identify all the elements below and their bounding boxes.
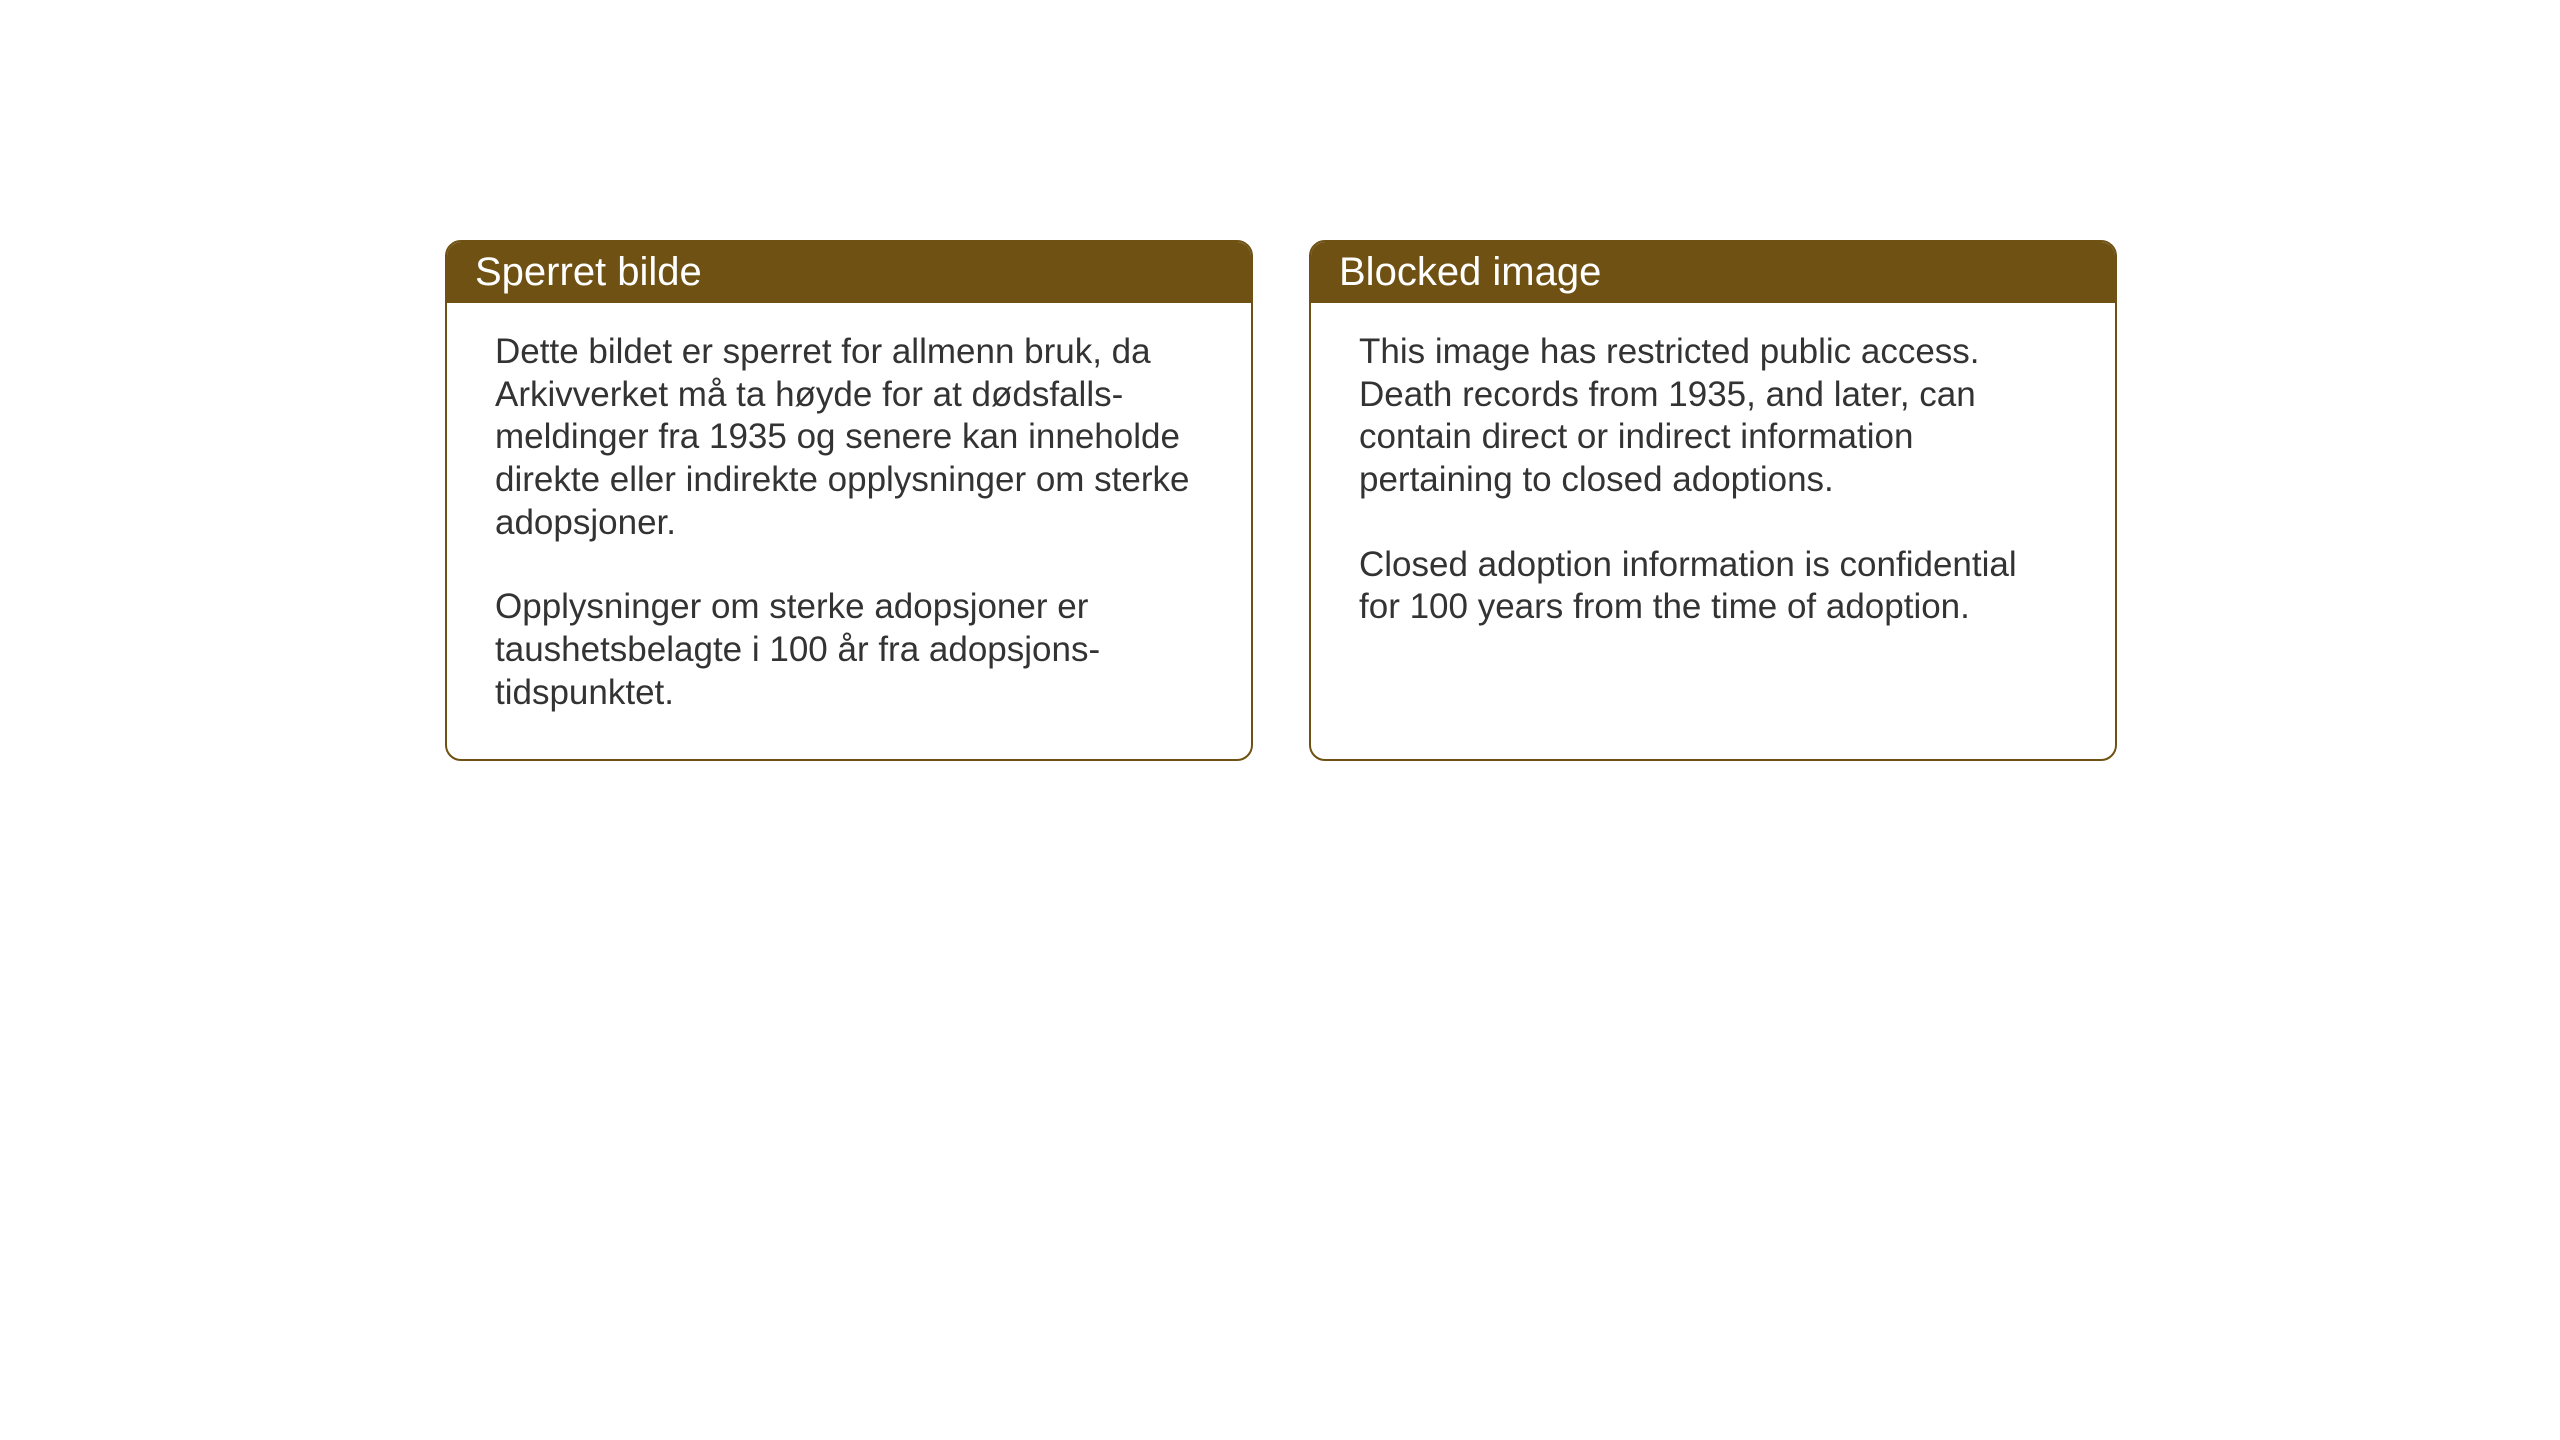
english-card-header: Blocked image (1311, 242, 2115, 303)
english-paragraph-2: Closed adoption information is confident… (1359, 544, 2067, 629)
norwegian-card-title: Sperret bilde (475, 250, 702, 294)
norwegian-card-header: Sperret bilde (447, 242, 1251, 303)
english-card-body: This image has restricted public access.… (1311, 303, 2115, 725)
norwegian-paragraph-1: Dette bildet er sperret for allmenn bruk… (495, 331, 1203, 544)
norwegian-paragraph-2: Opplysninger om sterke adopsjoner er tau… (495, 586, 1203, 714)
english-paragraph-1: This image has restricted public access.… (1359, 331, 2067, 502)
card-container: Sperret bilde Dette bildet er sperret fo… (445, 240, 2117, 761)
english-card-title: Blocked image (1339, 250, 1601, 294)
english-notice-card: Blocked image This image has restricted … (1309, 240, 2117, 761)
norwegian-notice-card: Sperret bilde Dette bildet er sperret fo… (445, 240, 1253, 761)
norwegian-card-body: Dette bildet er sperret for allmenn bruk… (447, 303, 1251, 759)
